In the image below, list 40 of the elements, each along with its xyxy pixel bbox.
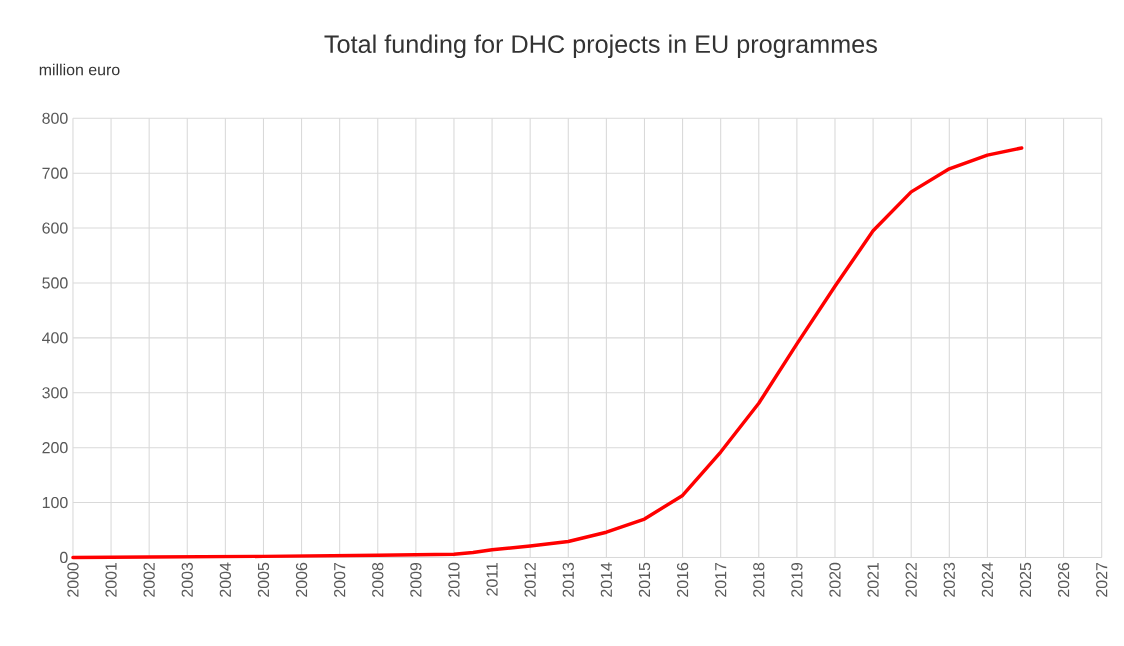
x-tick-label: 2012: [524, 563, 536, 597]
y-tick-label: 700: [42, 167, 68, 179]
x-tick-label: 2000: [67, 562, 79, 597]
x-tick-label: 2006: [295, 562, 308, 597]
x-tick-label: 2024: [981, 562, 994, 597]
x-tick-label: 2004: [219, 562, 231, 597]
x-tick-label: 2001: [105, 562, 117, 597]
y-axis-title: million euro: [39, 63, 120, 76]
x-tick-label: 2014: [600, 562, 613, 597]
y-tick-label: 600: [42, 222, 68, 234]
y-tick-label: 300: [42, 387, 68, 399]
x-tick-label: 2009: [410, 562, 422, 597]
y-tick-label: 500: [42, 277, 68, 289]
y-tick-label: 0: [60, 551, 68, 564]
x-tick-label: 2018: [753, 562, 765, 597]
x-tick-label: 2003: [181, 562, 193, 597]
x-tick-label: 2015: [638, 562, 651, 597]
line-series: [71, 146, 1024, 560]
x-tick-label: 2016: [676, 562, 689, 597]
x-tick-label: 2010: [448, 562, 460, 597]
y-tick-label: 200: [42, 442, 68, 454]
x-tick-label: 2007: [334, 563, 346, 597]
x-tick-label: 2023: [943, 562, 955, 597]
x-tick-label: 2017: [715, 563, 727, 597]
x-tick-label: 2011: [486, 562, 498, 596]
x-tick-label: 2026: [1057, 562, 1070, 597]
x-tick-label: 2008: [372, 562, 384, 597]
x-tick-label: 2005: [257, 562, 270, 597]
x-tick-label: 2002: [143, 563, 155, 597]
x-tick-label: 2027: [1096, 563, 1108, 597]
y-tick-label: 100: [42, 496, 68, 509]
x-tick-label: 2022: [905, 563, 917, 597]
x-tick-label: 2021: [867, 562, 879, 597]
y-tick-label: 400: [42, 332, 68, 344]
x-tick-label: 2013: [562, 562, 574, 597]
y-tick-label: 800: [42, 112, 68, 124]
x-tick-label: 2020: [829, 562, 841, 597]
x-tick-label: 2019: [791, 562, 803, 597]
x-tick-label: 2025: [1019, 562, 1032, 597]
chart-title: Total funding for DHC projects in EU programmes: [324, 34, 877, 59]
